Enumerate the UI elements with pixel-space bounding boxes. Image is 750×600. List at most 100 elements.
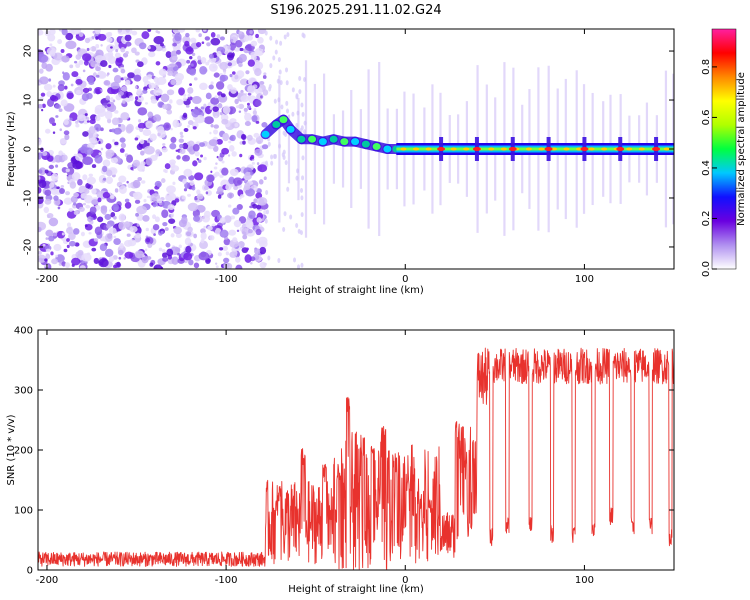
noise-speckle bbox=[102, 177, 107, 181]
noise-speckle bbox=[119, 137, 126, 143]
noise-speckle bbox=[42, 246, 46, 250]
noise-speckle bbox=[82, 87, 90, 94]
noise-speckle bbox=[159, 152, 163, 156]
noise-speckle bbox=[187, 226, 193, 233]
noise-speckle bbox=[240, 133, 246, 140]
noise-speckle bbox=[110, 97, 114, 101]
noise-speckle bbox=[81, 92, 90, 101]
noise-speckle bbox=[38, 29, 44, 36]
noise-speckle bbox=[298, 76, 302, 82]
noise-speckle bbox=[88, 133, 93, 139]
noise-speckle bbox=[216, 138, 223, 145]
noise-speckle bbox=[209, 235, 215, 241]
noise-speckle bbox=[227, 192, 235, 199]
colorbar-tick-label: 0.8 bbox=[701, 59, 712, 75]
noise-speckle bbox=[250, 154, 255, 160]
noise-speckle bbox=[116, 261, 121, 268]
noise-speckle bbox=[73, 192, 79, 198]
noise-speckle bbox=[285, 67, 289, 73]
noise-speckle bbox=[50, 188, 58, 195]
track-blob bbox=[279, 116, 288, 124]
noise-speckle bbox=[136, 95, 144, 103]
noise-speckle bbox=[183, 252, 193, 261]
x-tick-label: 100 bbox=[575, 274, 594, 285]
noise-speckle bbox=[41, 62, 48, 70]
tone-peak-core bbox=[544, 147, 553, 151]
colorbar-tick-label: 0.6 bbox=[701, 109, 712, 125]
tone-hot-spot bbox=[576, 147, 583, 151]
noise-speckle bbox=[126, 233, 131, 237]
noise-speckle bbox=[192, 126, 197, 130]
noise-speckle bbox=[54, 104, 61, 110]
noise-speckle bbox=[110, 211, 116, 218]
spectral-stripe bbox=[332, 114, 335, 184]
noise-speckle bbox=[191, 186, 196, 191]
noise-speckle bbox=[210, 31, 216, 38]
noise-speckle bbox=[112, 139, 116, 143]
noise-speckle bbox=[176, 155, 181, 160]
noise-speckle bbox=[173, 226, 182, 235]
noise-speckle bbox=[247, 229, 253, 234]
noise-speckle bbox=[118, 90, 124, 96]
noise-speckle bbox=[257, 236, 268, 245]
noise-speckle bbox=[48, 78, 52, 82]
noise-speckle bbox=[235, 39, 243, 48]
noise-speckle bbox=[110, 81, 120, 90]
noise-speckle bbox=[232, 237, 238, 243]
noise-speckle bbox=[163, 122, 171, 131]
noise-speckle bbox=[153, 264, 163, 269]
noise-speckle bbox=[282, 227, 286, 233]
noise-speckle bbox=[200, 106, 205, 110]
noise-speckle bbox=[289, 214, 293, 220]
noise-speckle bbox=[227, 204, 232, 208]
noise-speckle bbox=[99, 243, 108, 252]
track-blob bbox=[383, 145, 392, 153]
tone-hot-spot bbox=[601, 147, 608, 151]
noise-speckle bbox=[283, 34, 287, 40]
noise-speckle bbox=[210, 81, 214, 85]
noise-speckle bbox=[213, 166, 218, 170]
noise-speckle bbox=[109, 209, 112, 212]
noise-speckle bbox=[198, 251, 210, 261]
noise-speckle bbox=[166, 248, 174, 257]
noise-speckle bbox=[78, 32, 84, 38]
noise-speckle bbox=[155, 61, 161, 66]
noise-speckle bbox=[153, 36, 165, 45]
noise-speckle bbox=[105, 176, 113, 185]
noise-speckle bbox=[166, 89, 175, 96]
noise-speckle bbox=[60, 49, 65, 53]
noise-speckle bbox=[108, 64, 112, 69]
colorbar-tick-label: 0.0 bbox=[701, 261, 712, 277]
noise-speckle bbox=[210, 123, 214, 128]
noise-speckle bbox=[242, 140, 246, 145]
spectral-stripe bbox=[359, 109, 362, 189]
spectral-stripe bbox=[297, 97, 300, 201]
noise-speckle bbox=[247, 92, 252, 96]
noise-speckle bbox=[124, 201, 132, 209]
tone-peak-core bbox=[652, 147, 661, 151]
noise-speckle bbox=[174, 247, 181, 252]
noise-speckle bbox=[134, 96, 139, 101]
noise-speckle bbox=[113, 235, 117, 239]
noise-speckle bbox=[124, 79, 131, 86]
noise-speckle bbox=[38, 254, 47, 263]
noise-speckle bbox=[239, 78, 249, 86]
noise-speckle bbox=[147, 111, 154, 118]
noise-speckle bbox=[252, 109, 257, 116]
noise-speckle bbox=[239, 196, 242, 200]
noise-speckle bbox=[129, 225, 138, 233]
noise-speckle bbox=[219, 61, 229, 70]
track-blob bbox=[318, 138, 327, 146]
noise-speckle bbox=[191, 108, 200, 118]
noise-speckle bbox=[261, 122, 268, 128]
noise-speckle bbox=[126, 180, 129, 184]
noise-speckle bbox=[114, 52, 121, 58]
noise-speckle bbox=[143, 198, 147, 203]
noise-speckle bbox=[84, 113, 88, 116]
noise-speckle bbox=[154, 84, 159, 89]
noise-speckle bbox=[222, 245, 228, 251]
noise-speckle bbox=[144, 248, 148, 252]
noise-speckle bbox=[180, 134, 184, 138]
x-tick-label: -200 bbox=[36, 575, 59, 586]
noise-speckle bbox=[71, 172, 81, 181]
